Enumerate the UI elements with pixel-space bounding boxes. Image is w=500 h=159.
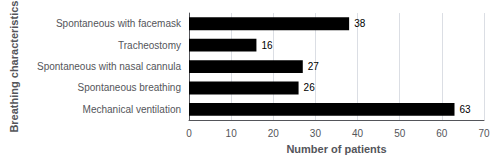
svg-text:Spontaneous breathing: Spontaneous breathing [78, 82, 181, 93]
svg-text:Spontaneous with facemask: Spontaneous with facemask [56, 18, 182, 29]
svg-text:Breathing characteristics: Breathing characteristics [8, 1, 20, 133]
svg-text:27: 27 [308, 61, 320, 72]
svg-text:Mechanical ventilation: Mechanical ventilation [83, 104, 181, 115]
svg-text:Spontaneous with nasal cannula: Spontaneous with nasal cannula [37, 61, 181, 72]
svg-text:20: 20 [268, 128, 280, 139]
svg-text:38: 38 [354, 18, 366, 29]
svg-text:70: 70 [478, 128, 490, 139]
svg-text:63: 63 [460, 104, 472, 115]
svg-text:26: 26 [304, 82, 316, 93]
svg-text:50: 50 [394, 128, 406, 139]
svg-text:16: 16 [261, 40, 273, 51]
svg-text:0: 0 [186, 128, 192, 139]
svg-text:40: 40 [352, 128, 364, 139]
svg-text:30: 30 [310, 128, 322, 139]
svg-text:Tracheostomy: Tracheostomy [118, 40, 181, 51]
svg-text:Number of patients: Number of patients [286, 143, 386, 155]
svg-text:10: 10 [226, 128, 238, 139]
svg-text:60: 60 [436, 128, 448, 139]
